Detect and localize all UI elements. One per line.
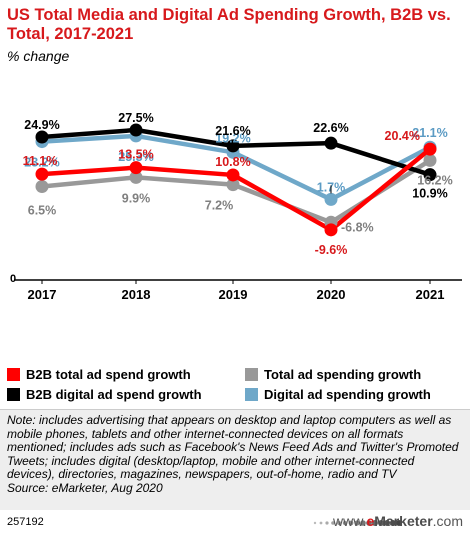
note-panel xyxy=(0,409,470,510)
point-b2b-digital-2021 xyxy=(423,168,437,182)
point-b2b-digital-2017 xyxy=(35,130,49,144)
point-b2b-digital-2020 xyxy=(324,136,338,150)
legend-swatch-b2b-total xyxy=(7,368,20,381)
legend-label-b2b-digital: B2B digital ad spend growth xyxy=(26,387,202,402)
data-label-b2b-total-2017: 11.1% xyxy=(23,154,58,168)
data-label-b2b-digital-2020: 22.6% xyxy=(313,121,348,135)
legend-label-digital: Digital ad spending growth xyxy=(264,387,431,402)
brand-prefix: www. xyxy=(333,513,367,529)
data-label-b2b-total-2020: -9.6% xyxy=(315,243,348,257)
line-chart: 0 2017 2018 2019 2020 2021 6.5% 9.9% 7.2% -6.8% 16… xyxy=(10,111,462,302)
data-label-total-2019: 7.2% xyxy=(205,199,234,213)
legend-label-total: Total ad spending growth xyxy=(264,367,422,382)
brand-name: Marketer xyxy=(374,513,433,529)
point-total-2017 xyxy=(35,180,49,194)
point-b2b-total-2019 xyxy=(226,168,240,182)
chart-id: 257192 xyxy=(7,516,44,528)
data-label-b2b-total-2021: 20.4% xyxy=(385,129,420,143)
legend-item-total: Total ad spending growth xyxy=(245,367,421,382)
data-label-total-2017: 6.5% xyxy=(28,204,57,218)
point-total-2021 xyxy=(423,153,437,167)
brand-e: e xyxy=(366,513,375,529)
point-b2b-total-2020 xyxy=(324,223,338,237)
legend-item-b2b-digital: B2B digital ad spend growth xyxy=(7,387,202,402)
emarketer-logo[interactable]: www. e Marketer .com xyxy=(333,513,463,529)
legend-label-b2b-total: B2B total ad spend growth xyxy=(26,367,191,382)
x-tick-label-2021: 2021 xyxy=(416,287,445,302)
data-label-total-2020: -6.8% xyxy=(341,220,374,234)
data-label-digital-2017: 23.2% xyxy=(24,156,59,170)
data-label-b2b-digital-2021: 10.9% xyxy=(412,187,447,201)
point-b2b-total-2018 xyxy=(129,161,143,175)
point-b2b-digital-2019 xyxy=(226,139,240,153)
data-label-total-2021: 16.2% xyxy=(417,173,452,187)
point-b2b-digital-2018 xyxy=(129,123,143,137)
point-digital-2020 xyxy=(324,192,338,206)
data-label-digital-2018: 25.3% xyxy=(118,150,153,164)
data-label-b2b-total-2019: 10.8% xyxy=(215,155,250,169)
chart-legend: B2B total ad spend growth B2B digital ad… xyxy=(7,367,467,403)
chart-subtitle: % change xyxy=(7,48,70,64)
data-label-b2b-digital-2019: 21.6% xyxy=(215,124,250,138)
point-total-2019 xyxy=(226,178,240,192)
x-tick-label-2018: 2018 xyxy=(122,287,151,302)
data-label-total-2018: 9.9% xyxy=(122,191,151,205)
x-tick-label-2019: 2019 xyxy=(219,287,248,302)
data-label-digital-2021: 21.1% xyxy=(412,126,447,140)
legend-item-b2b-total: B2B total ad spend growth xyxy=(7,367,191,382)
x-tick-label-2020: 2020 xyxy=(317,287,346,302)
legend-swatch-digital xyxy=(245,388,258,401)
data-label-b2b-total-2018: 13.5% xyxy=(118,148,153,162)
data-label-b2b-digital-2017: 24.9% xyxy=(24,118,59,132)
y-zero-label: 0 xyxy=(10,273,16,285)
brand-suffix: .com xyxy=(432,513,463,529)
point-b2b-total-2017 xyxy=(35,167,49,181)
point-total-2018 xyxy=(129,170,143,184)
data-label-b2b-digital-2018: 27.5% xyxy=(118,111,153,125)
legend-item-digital: Digital ad spending growth xyxy=(245,387,431,402)
chart-note: Note: includes advertising that appears … xyxy=(7,413,463,495)
x-tick-label-2017: 2017 xyxy=(28,287,57,302)
note-text: Note: includes advertising that appears … xyxy=(7,413,459,481)
legend-swatch-total xyxy=(245,368,258,381)
data-label-digital-2019: 19.2% xyxy=(215,131,250,145)
brand-dots-decoration xyxy=(313,520,402,526)
chart-title: US Total Media and Digital Ad Spending G… xyxy=(7,6,451,43)
point-b2b-total-2021 xyxy=(423,142,437,156)
source-text: Source: eMarketer, Aug 2020 xyxy=(7,480,163,495)
legend-swatch-b2b-digital xyxy=(7,388,20,401)
